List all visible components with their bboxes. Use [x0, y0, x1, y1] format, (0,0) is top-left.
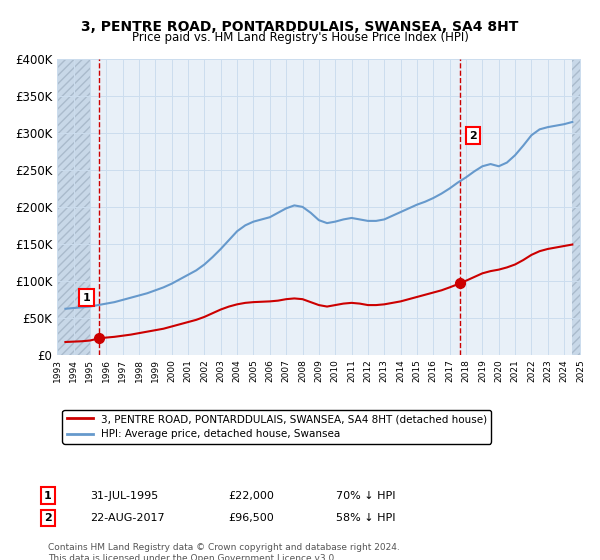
Text: 70% ↓ HPI: 70% ↓ HPI: [336, 491, 395, 501]
Text: 22-AUG-2017: 22-AUG-2017: [90, 513, 164, 523]
Text: 31-JUL-1995: 31-JUL-1995: [90, 491, 158, 501]
Text: 2: 2: [469, 130, 477, 141]
Bar: [572, 59, 580, 354]
Bar: [57, 59, 90, 354]
Text: 1: 1: [82, 293, 90, 303]
Legend: 3, PENTRE ROAD, PONTARDDULAIS, SWANSEA, SA4 8HT (detached house), HPI: Average p: 3, PENTRE ROAD, PONTARDDULAIS, SWANSEA, …: [62, 410, 491, 444]
Text: £22,000: £22,000: [228, 491, 274, 501]
Text: 2: 2: [44, 513, 52, 523]
Text: 3, PENTRE ROAD, PONTARDDULAIS, SWANSEA, SA4 8HT: 3, PENTRE ROAD, PONTARDDULAIS, SWANSEA, …: [82, 20, 518, 34]
Text: 1: 1: [44, 491, 52, 501]
Text: Contains HM Land Registry data © Crown copyright and database right 2024.
This d: Contains HM Land Registry data © Crown c…: [48, 543, 400, 560]
Text: Price paid vs. HM Land Registry's House Price Index (HPI): Price paid vs. HM Land Registry's House …: [131, 31, 469, 44]
Text: £96,500: £96,500: [228, 513, 274, 523]
Text: 58% ↓ HPI: 58% ↓ HPI: [336, 513, 395, 523]
